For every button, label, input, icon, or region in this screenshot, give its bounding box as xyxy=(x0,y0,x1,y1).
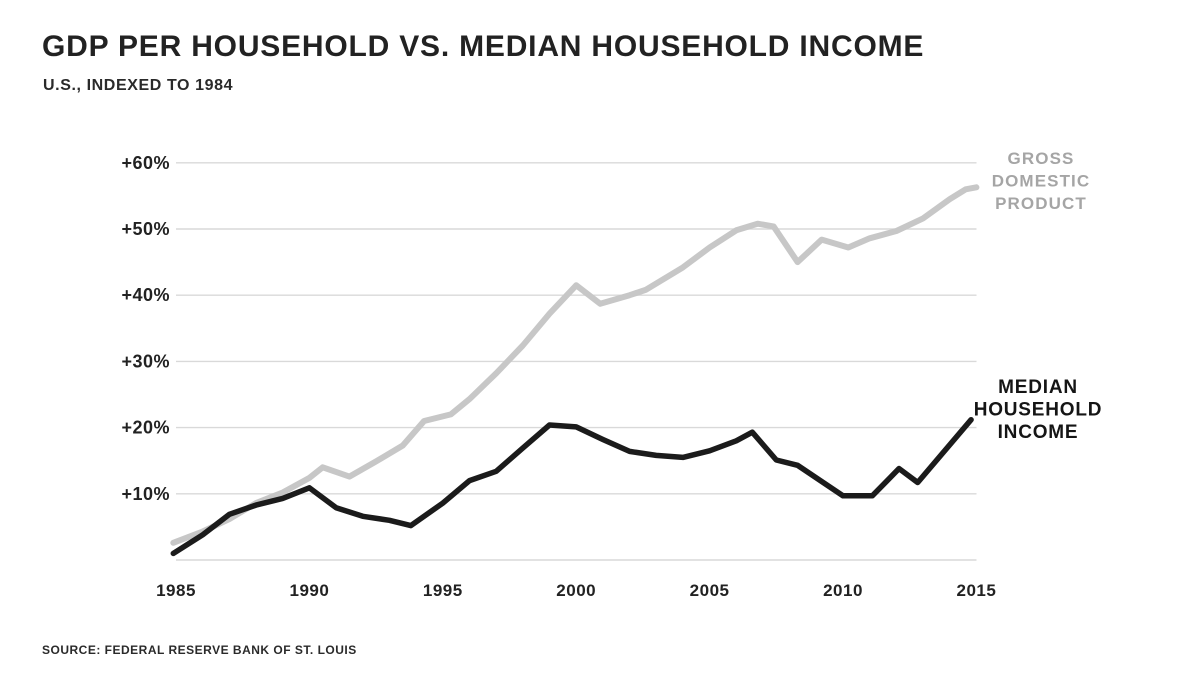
page-title: GDP PER HOUSEHOLD VS. MEDIAN HOUSEHOLD I… xyxy=(42,30,925,63)
y-axis-tick-label: +60% xyxy=(121,153,170,173)
median-income-line xyxy=(170,416,974,557)
gdp-line xyxy=(170,184,980,546)
x-axis-tick-label: 2010 xyxy=(823,581,863,600)
y-axis-tick-label: +20% xyxy=(121,418,170,438)
series-label-line: HOUSEHOLD xyxy=(974,400,1103,421)
x-axis-tick-label: 2005 xyxy=(690,581,730,600)
x-axis-tick-label: 2000 xyxy=(556,581,596,600)
y-axis-tick-label: +10% xyxy=(121,484,170,504)
series-label-line: GROSS xyxy=(1008,149,1075,168)
y-axis-tick-label: +40% xyxy=(121,285,170,305)
y-axis-tick-label: +50% xyxy=(121,219,170,239)
page-subtitle: U.S., INDEXED TO 1984 xyxy=(43,77,234,94)
series-label-line: MEDIAN xyxy=(998,377,1078,398)
gdp-label: GROSS DOMESTIC PRODUCT xyxy=(992,149,1091,213)
series-label-line: DOMESTIC xyxy=(992,172,1091,191)
x-axis-tick-label: 1995 xyxy=(423,581,463,600)
x-axis-tick-label: 1985 xyxy=(156,581,196,600)
y-axis-tick-label: +30% xyxy=(121,351,170,371)
x-axis-tick-label: 2015 xyxy=(956,581,996,600)
series-label-line: PRODUCT xyxy=(995,194,1087,213)
median-income-label: MEDIAN HOUSEHOLD INCOME xyxy=(974,377,1103,443)
source-note: SOURCE: FEDERAL RESERVE BANK OF ST. LOUI… xyxy=(42,643,357,657)
x-axis-tick-label: 1990 xyxy=(289,581,329,600)
series-label-line: INCOME xyxy=(998,422,1079,443)
